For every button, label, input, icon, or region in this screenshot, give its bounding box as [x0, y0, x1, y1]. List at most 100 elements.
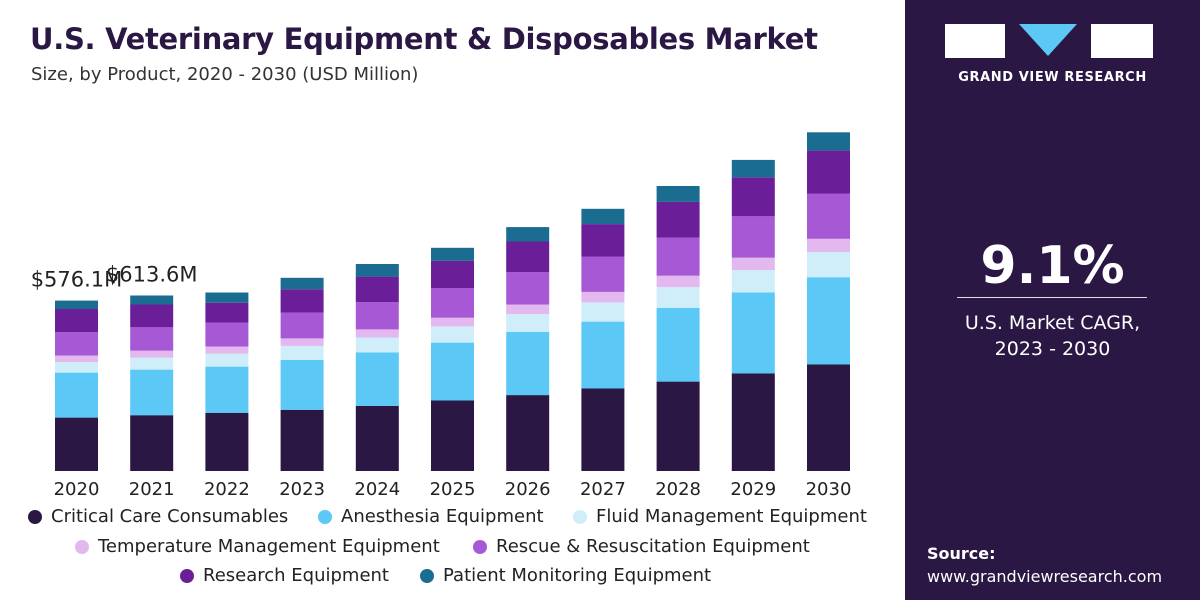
x-tick-label-2026: 2026: [505, 479, 551, 500]
side-panel: GRAND VIEW RESEARCH 9.1% U.S. Market CAG…: [905, 0, 1200, 600]
bar-segment-2026-rescue-resuscitation-equipment: [506, 272, 550, 305]
bar-segment-2029-critical-care-consumables: [731, 373, 775, 471]
bar-segment-2028-anesthesia-equipment: [656, 307, 700, 382]
bar-segment-2020-research-equipment: [55, 309, 98, 333]
bar-segment-2024-patient-monitoring-equipment: [355, 264, 399, 277]
bar-segment-2029-patient-monitoring-equipment: [731, 159, 775, 178]
bar-segment-2026-research-equipment: [506, 241, 550, 273]
cagr-label: U.S. Market CAGR, 2023 - 2030: [905, 310, 1200, 362]
bar-segment-2023-anesthesia-equipment: [280, 360, 324, 410]
bar-segment-2020-patient-monitoring-equipment: [55, 300, 98, 309]
bar-segment-2026-critical-care-consumables: [506, 395, 550, 471]
x-tick-label-2029: 2029: [730, 479, 776, 500]
bar-segment-2029-fluid-management-equipment: [731, 270, 775, 293]
bar-segment-2028-research-equipment: [656, 201, 700, 238]
bar-segment-2028-critical-care-consumables: [656, 381, 700, 471]
bar-segment-2030-rescue-resuscitation-equipment: [807, 193, 850, 239]
bar-segment-2027-patient-monitoring-equipment: [581, 208, 625, 225]
bar-segment-2024-anesthesia-equipment: [355, 352, 399, 406]
bar-segment-2021-research-equipment: [130, 304, 174, 328]
value-annotation-2021: $613.6M: [106, 263, 198, 287]
logo-g-block: [945, 24, 1005, 58]
bar-segment-2027-critical-care-consumables: [581, 388, 625, 471]
bar-segment-2029-rescue-resuscitation-equipment: [731, 216, 775, 258]
bar-segment-2028-temperature-management-equipment: [656, 275, 700, 288]
chart-title: U.S. Veterinary Equipment & Disposables …: [30, 22, 818, 56]
bar-segment-2028-rescue-resuscitation-equipment: [656, 237, 700, 276]
bar-segment-2029-temperature-management-equipment: [731, 257, 775, 270]
bar-segment-2021-critical-care-consumables: [130, 415, 174, 471]
value-annotation-2020: $576.1M: [31, 268, 123, 292]
bar-segment-2023-critical-care-consumables: [280, 409, 324, 471]
bar-segment-2024-fluid-management-equipment: [355, 337, 399, 353]
bar-segment-2024-rescue-resuscitation-equipment: [355, 302, 399, 330]
cagr-divider: [957, 297, 1147, 298]
bar-segment-2030-temperature-management-equipment: [807, 238, 850, 252]
bar-segment-2025-research-equipment: [431, 260, 474, 288]
x-tick-label-2021: 2021: [129, 479, 175, 500]
bar-segment-2030-fluid-management-equipment: [807, 252, 850, 278]
bar-segment-2030-anesthesia-equipment: [807, 277, 850, 365]
bar-segment-2027-fluid-management-equipment: [581, 302, 625, 322]
bar-segment-2023-fluid-management-equipment: [280, 345, 324, 360]
bar-segment-2026-patient-monitoring-equipment: [506, 227, 550, 242]
bar-segment-2022-anesthesia-equipment: [205, 366, 249, 413]
bar-segment-2025-anesthesia-equipment: [431, 342, 474, 401]
bar-segment-2025-rescue-resuscitation-equipment: [431, 288, 474, 318]
bar-segment-2023-patient-monitoring-equipment: [280, 277, 324, 290]
bar-segment-2022-critical-care-consumables: [205, 412, 249, 471]
bar-segment-2025-critical-care-consumables: [431, 400, 474, 471]
cagr-label-line1: U.S. Market CAGR,: [964, 312, 1141, 334]
cagr-label-line2: 2023 - 2030: [994, 338, 1111, 360]
x-tick-label-2023: 2023: [279, 479, 325, 500]
bar-segment-2023-rescue-resuscitation-equipment: [280, 312, 324, 339]
bar-segment-2022-patient-monitoring-equipment: [205, 292, 249, 303]
bar-segment-2024-research-equipment: [355, 276, 399, 303]
bar-segment-2021-rescue-resuscitation-equipment: [130, 327, 174, 351]
x-tick-label-2020: 2020: [54, 479, 100, 500]
chart-subtitle: Size, by Product, 2020 - 2030 (USD Milli…: [31, 64, 419, 85]
logo-v-triangle: [1019, 24, 1077, 56]
bar-segment-2025-patient-monitoring-equipment: [431, 247, 474, 261]
bar-segment-2021-temperature-management-equipment: [130, 350, 174, 358]
bar-segment-2028-patient-monitoring-equipment: [656, 186, 700, 202]
bar-segment-2021-anesthesia-equipment: [130, 369, 174, 416]
x-tick-label-2025: 2025: [430, 479, 476, 500]
bar-segment-2022-fluid-management-equipment: [205, 353, 249, 367]
bar-segment-2024-critical-care-consumables: [355, 405, 399, 471]
bar-segment-2029-anesthesia-equipment: [731, 292, 775, 374]
chart-area: U.S. Veterinary Equipment & Disposables …: [28, 22, 867, 586]
bar-segment-2025-temperature-management-equipment: [431, 317, 474, 327]
cagr-value: 9.1%: [980, 236, 1125, 296]
bar-segment-2022-temperature-management-equipment: [205, 346, 249, 354]
bar-segment-2022-rescue-resuscitation-equipment: [205, 322, 249, 347]
bar-segment-2030-research-equipment: [807, 150, 850, 194]
source-url[interactable]: www.grandviewresearch.com: [927, 567, 1163, 586]
bar-segment-2027-anesthesia-equipment: [581, 321, 625, 389]
bar-segment-2023-temperature-management-equipment: [280, 338, 324, 346]
logo-r-block: [1091, 24, 1153, 58]
bar-segment-2021-fluid-management-equipment: [130, 357, 174, 370]
bar-segment-2026-fluid-management-equipment: [506, 314, 550, 332]
bar-segment-2026-anesthesia-equipment: [506, 331, 550, 396]
bar-segment-2020-fluid-management-equipment: [55, 362, 98, 373]
x-tick-label-2024: 2024: [354, 479, 400, 500]
bar-segment-2027-temperature-management-equipment: [581, 291, 625, 303]
bar-segment-2022-research-equipment: [205, 302, 249, 323]
stacked-bar-chart: 2020 2021 2022 2023 2024 2025 2026 2027 2028 2029…: [31, 132, 852, 500]
x-tick-label-2030: 2030: [806, 479, 852, 500]
bar-segment-2021-patient-monitoring-equipment: [130, 295, 174, 305]
brand-name: GRAND VIEW RESEARCH: [958, 70, 1147, 85]
bar-segment-2024-temperature-management-equipment: [355, 329, 399, 338]
bar-segment-2020-temperature-management-equipment: [55, 355, 98, 363]
source-label: Source:: [927, 544, 996, 563]
bar-segment-2026-temperature-management-equipment: [506, 304, 550, 315]
x-tick-label-2028: 2028: [655, 479, 701, 500]
bar-segment-2027-research-equipment: [581, 224, 625, 257]
gvr-logo: [945, 24, 1160, 60]
bar-segment-2020-anesthesia-equipment: [55, 372, 98, 418]
bar-segment-2028-fluid-management-equipment: [656, 287, 700, 308]
bar-segment-2030-critical-care-consumables: [807, 364, 850, 471]
x-tick-label-2022: 2022: [204, 479, 250, 500]
bar-segment-2025-fluid-management-equipment: [431, 326, 474, 343]
